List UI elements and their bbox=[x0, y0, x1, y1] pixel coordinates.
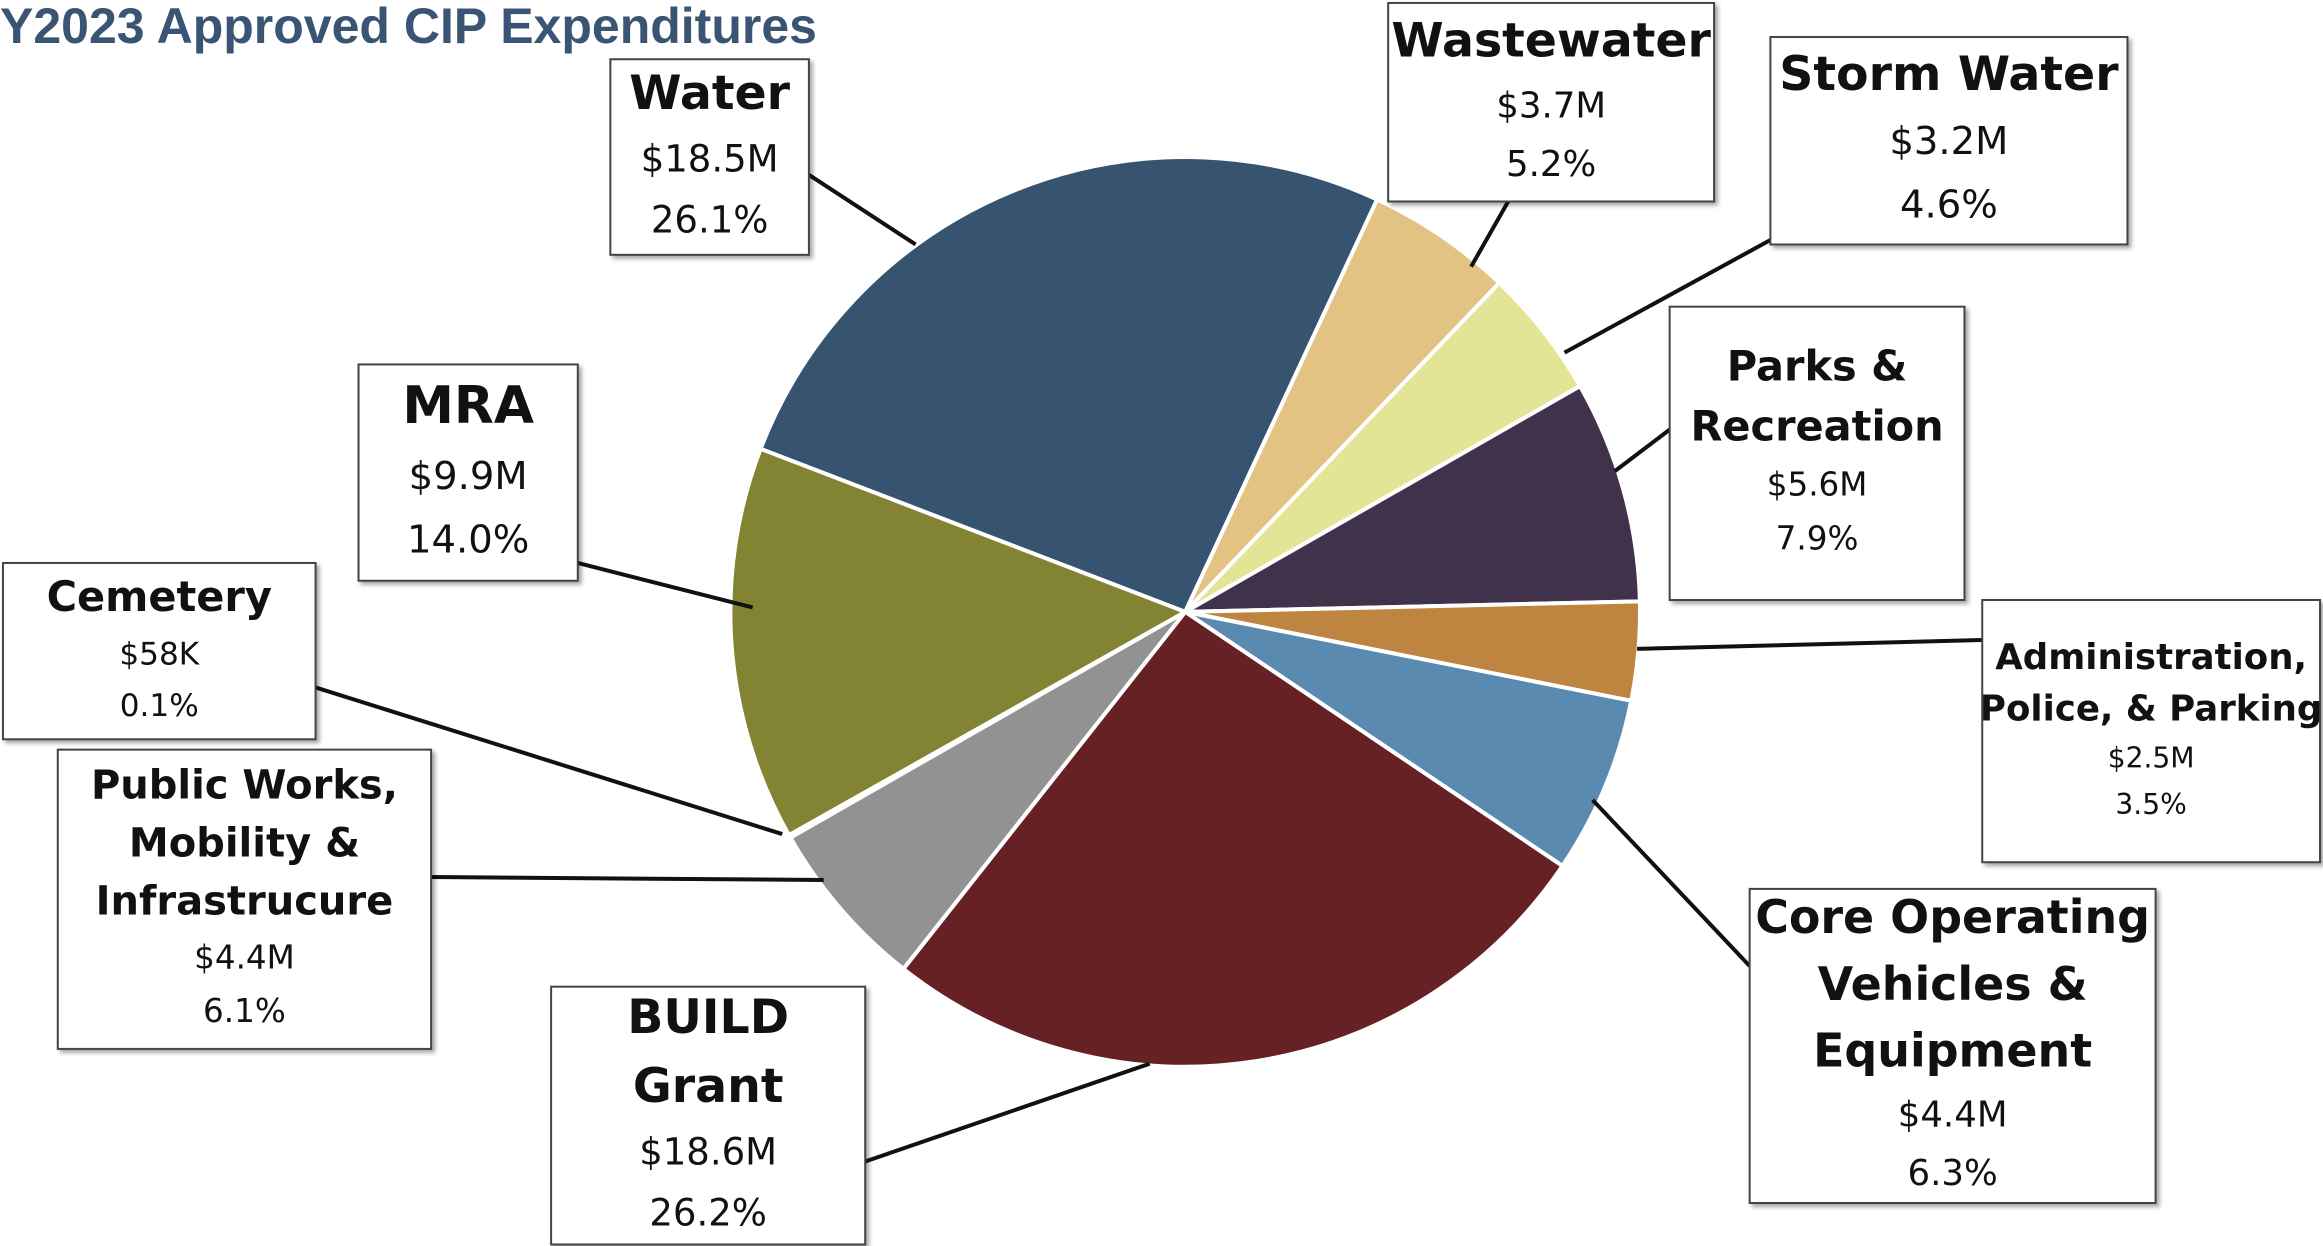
leader-line bbox=[1613, 428, 1671, 473]
amount-label: $3.7M bbox=[1496, 85, 1606, 126]
label-box bbox=[1748, 887, 2157, 1204]
pie-slice bbox=[1183, 609, 1634, 868]
category-label: Cemetery bbox=[47, 572, 272, 621]
pie-slice bbox=[1183, 197, 1502, 614]
pie-slice bbox=[758, 155, 1380, 614]
category-label: Administration, bbox=[1995, 637, 2307, 678]
label-box bbox=[1769, 36, 2129, 246]
leader-line bbox=[1469, 200, 1510, 268]
category-label: Storm Water bbox=[1779, 47, 2119, 102]
amount-label: $18.6M bbox=[639, 1130, 777, 1173]
category-label: Public Works, bbox=[91, 762, 398, 808]
label-box bbox=[56, 748, 433, 1050]
label-box bbox=[1387, 1, 1716, 203]
leader-line bbox=[1591, 798, 1752, 968]
value-label: 26.1% bbox=[651, 198, 769, 241]
value-label: 7.9% bbox=[1776, 519, 1859, 557]
value-label: 0.1% bbox=[120, 688, 199, 724]
category-label: Recreation bbox=[1690, 402, 1943, 451]
amount-label: $5.6M bbox=[1767, 466, 1868, 504]
leader-line bbox=[1637, 638, 1983, 651]
category-label: Wastewater bbox=[1391, 14, 1711, 69]
label-box bbox=[1, 561, 317, 741]
value-label: 14.0% bbox=[407, 517, 529, 562]
value-label: 3.5% bbox=[2115, 788, 2186, 821]
chart-title: Y2023 Approved CIP Expenditures bbox=[0, 0, 817, 54]
value-label: 26.2% bbox=[649, 1191, 767, 1234]
label-box bbox=[357, 363, 579, 582]
value-label: 4.6% bbox=[1900, 182, 1998, 227]
pie-slice bbox=[1183, 384, 1642, 614]
amount-label: $3.2M bbox=[1889, 119, 2008, 164]
leader-line bbox=[807, 173, 917, 247]
leader-line bbox=[1563, 238, 1772, 355]
category-label: Parks & bbox=[1727, 341, 1908, 390]
leader-line bbox=[431, 875, 824, 883]
label-box bbox=[609, 58, 810, 256]
value-label: 6.3% bbox=[1907, 1153, 1997, 1194]
category-label: Police, & Parking bbox=[1980, 688, 2322, 729]
label-box bbox=[550, 985, 867, 1246]
category-label: Mobility & bbox=[129, 820, 360, 866]
amount-label: $4.4M bbox=[1898, 1094, 2008, 1135]
category-label: MRA bbox=[402, 376, 534, 436]
amount-label: $2.5M bbox=[2108, 741, 2195, 774]
slices bbox=[728, 155, 1642, 1069]
leader-line bbox=[314, 685, 783, 836]
category-label: Grant bbox=[633, 1059, 784, 1114]
amount-label: $58K bbox=[119, 637, 200, 673]
category-label: Vehicles & bbox=[1818, 957, 2088, 1011]
category-label: BUILD bbox=[627, 990, 789, 1045]
value-label: 6.1% bbox=[203, 992, 286, 1030]
amount-label: $18.5M bbox=[641, 137, 779, 180]
label-box bbox=[1668, 305, 1966, 602]
category-label: Equipment bbox=[1813, 1023, 2092, 1077]
leader-line bbox=[577, 561, 754, 610]
leaders bbox=[314, 173, 1983, 1164]
pie-slice bbox=[901, 609, 1565, 1069]
leader-line bbox=[864, 1061, 1151, 1164]
pie-slice bbox=[728, 446, 1188, 838]
category-label: Infrastrucure bbox=[96, 878, 394, 924]
category-label: Core Operating bbox=[1755, 890, 2150, 944]
amount-label: $4.4M bbox=[194, 938, 295, 976]
category-label: Water bbox=[629, 66, 790, 121]
amount-label: $9.9M bbox=[409, 454, 528, 499]
pie-slice bbox=[788, 609, 1188, 971]
value-label: 5.2% bbox=[1506, 144, 1596, 185]
label-box bbox=[1981, 599, 2322, 864]
